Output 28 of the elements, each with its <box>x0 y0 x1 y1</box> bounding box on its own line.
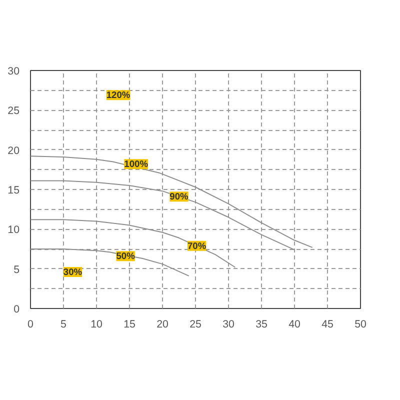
annotation: 70% <box>187 240 207 251</box>
x-tick-label: 45 <box>322 318 334 330</box>
annotation: 30% <box>63 267 83 278</box>
x-tick-label: 40 <box>288 318 300 330</box>
line-series <box>30 180 295 250</box>
x-tick-label: 15 <box>124 318 136 330</box>
x-tick-label: 25 <box>190 318 202 330</box>
y-tick-label: 30 <box>8 66 20 78</box>
x-tick-label: 5 <box>60 318 67 330</box>
line-series <box>30 156 313 248</box>
y-tick-label: 15 <box>8 184 20 196</box>
y-tick-label: 10 <box>8 224 20 236</box>
x-tick-label: 30 <box>222 318 234 330</box>
y-tick-label: 5 <box>14 264 20 276</box>
annotation: 100% <box>124 159 149 170</box>
y-tick-label: 20 <box>8 144 20 157</box>
x-tick-label: 35 <box>256 318 268 330</box>
x-tick-label: 0 <box>28 318 34 330</box>
annotation: 50% <box>116 251 136 262</box>
y-tick-label: 25 <box>8 105 20 118</box>
x-tick-label: 20 <box>156 318 168 330</box>
y-tick-label: 0 <box>14 304 20 316</box>
x-tick-label: 50 <box>354 318 366 330</box>
annotation: 120% <box>106 90 131 100</box>
x-tick-label: 10 <box>90 318 102 330</box>
line-series <box>30 248 190 276</box>
line-series <box>30 219 236 268</box>
annotation: 90% <box>170 192 190 202</box>
